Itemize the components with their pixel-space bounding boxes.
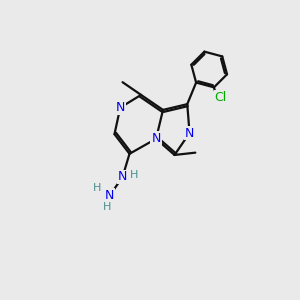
Text: N: N — [185, 127, 194, 140]
Text: Cl: Cl — [214, 91, 227, 104]
Text: N: N — [152, 132, 161, 145]
Text: N: N — [118, 170, 127, 183]
Text: H: H — [130, 169, 138, 180]
Text: H: H — [93, 184, 101, 194]
Text: N: N — [105, 189, 115, 202]
Text: N: N — [116, 101, 125, 114]
Text: H: H — [103, 202, 112, 212]
